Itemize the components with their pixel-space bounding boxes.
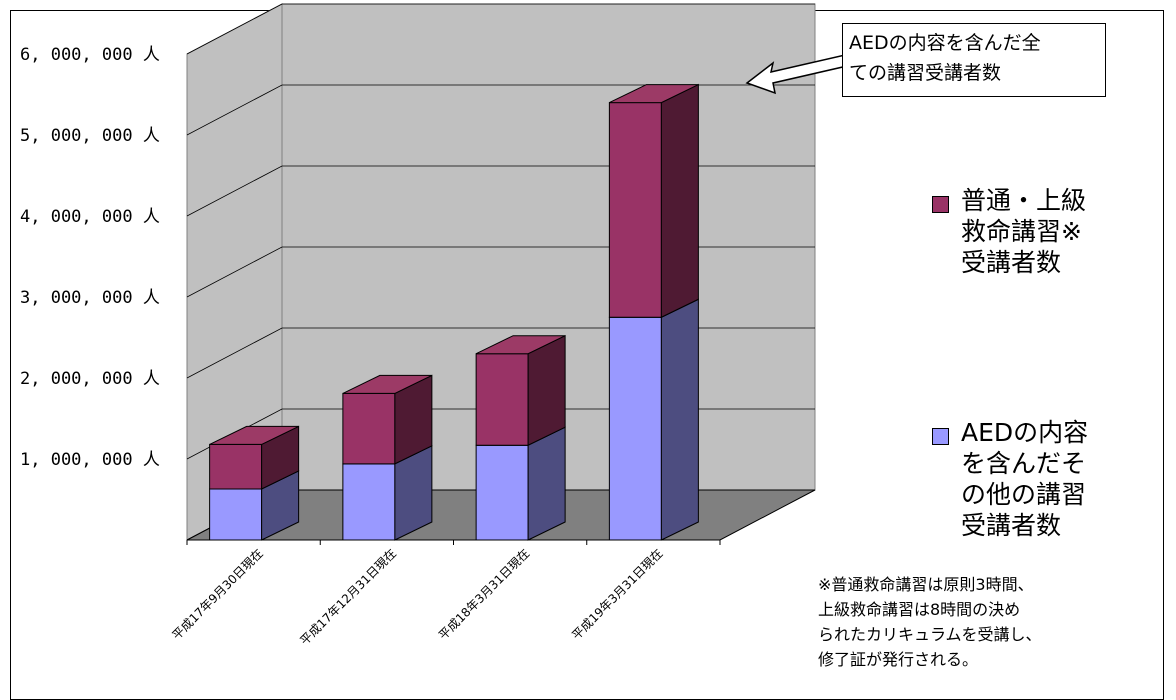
callout-annotation: AEDの内容を含んだ全 ての講習受講者数 (842, 23, 1106, 97)
bar-upper-top (342, 374, 433, 394)
x-tick-label: 平成17年12月31日現在 (297, 546, 399, 648)
bar-upper-side (660, 83, 699, 319)
bar-lower-side (527, 426, 566, 541)
y-tick-label: 4, 000, 000 人 (20, 207, 160, 227)
bar-upper-front (608, 102, 662, 318)
legend-swatch-upper (932, 196, 949, 213)
x-tick-label: 平成17年9月30日現在 (169, 546, 265, 642)
y-tick-label: 3, 000, 000 人 (20, 288, 160, 308)
bar-upper-top (209, 425, 299, 445)
gridline (186, 84, 815, 136)
bar-upper-top (609, 84, 699, 104)
bar-lower-front (342, 463, 396, 541)
bar-lower-side (660, 298, 699, 541)
legend-label-upper: 普通・上級 救命講習※ 受講者数 (961, 186, 1087, 277)
y-tick-label: 6, 000, 000 人 (20, 45, 160, 65)
legend-swatch-lower (932, 428, 949, 445)
gridline (186, 3, 815, 55)
chart-bars (209, 83, 699, 541)
bar-lower-front (209, 488, 263, 541)
x-tick-label: 平成18年3月31日現在 (436, 546, 532, 642)
y-tick-label: 1, 000, 000 人 (20, 450, 160, 470)
y-tick-label: 2, 000, 000 人 (20, 369, 160, 389)
x-tick-label: 平成19年3月31日現在 (569, 546, 665, 642)
bar-upper-front (342, 392, 396, 465)
y-tick-label: 5, 000, 000 人 (20, 126, 160, 146)
bar-upper-front (475, 353, 529, 446)
y-axis-ticks: 1, 000, 000 人 2, 000, 000 人 3, 000, 000 人 4… (20, 45, 160, 470)
x-axis-ticks: 平成17年9月30日現在 平成17年12月31日現在 平成18年3月31日現在 平成1… (169, 540, 721, 648)
bar-upper-top (475, 335, 566, 355)
footnote: ※普通救命講習は原則3時間、 上級救命講習は8時間の決め られたカリキュラムを受… (818, 575, 1042, 669)
bar-lower-front (608, 316, 662, 541)
bar-lower-front (475, 444, 529, 541)
bar-upper-front (209, 443, 263, 490)
legend-label-lower: AEDの内容 を含んだそ の他の講習 受講者数 (961, 418, 1089, 540)
bar-upper-side (527, 334, 566, 447)
